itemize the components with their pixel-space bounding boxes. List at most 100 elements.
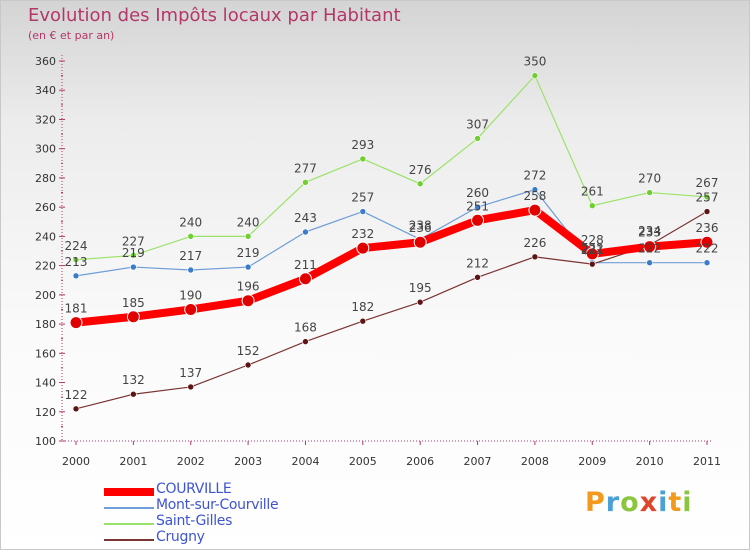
data-label: 350 [523, 55, 546, 69]
data-label: 190 [179, 288, 202, 302]
x-tick-label: 2002 [177, 455, 205, 468]
data-point [413, 235, 427, 249]
data-label: 236 [696, 221, 719, 235]
data-label: 240 [179, 215, 202, 229]
data-point [359, 155, 367, 163]
data-label: 168 [294, 321, 317, 335]
data-label: 226 [523, 236, 546, 250]
data-point [184, 302, 198, 316]
y-tick-label: 300 [35, 143, 56, 156]
data-label: 243 [294, 211, 317, 225]
logo-letter: o [620, 487, 640, 518]
data-point [471, 213, 485, 227]
data-point [531, 72, 539, 79]
data-label: 257 [351, 191, 374, 205]
data-point [585, 247, 599, 261]
y-tick-label: 340 [35, 84, 56, 97]
data-label: 236 [409, 221, 432, 235]
series-line [75, 189, 708, 277]
data-label: 195 [409, 281, 432, 295]
data-label: 222 [581, 242, 604, 256]
data-label: 211 [294, 258, 317, 272]
data-label: 258 [523, 189, 546, 203]
data-label: 219 [122, 246, 145, 260]
data-point [531, 253, 539, 261]
data-point [126, 310, 140, 324]
data-point [359, 208, 367, 215]
y-tick-label: 120 [35, 406, 56, 419]
y-tick-label: 140 [35, 377, 56, 390]
data-point [646, 189, 653, 196]
data-label: 257 [696, 191, 719, 205]
data-point [244, 233, 252, 240]
data-point [244, 263, 252, 271]
x-tick-label: 2004 [291, 455, 319, 468]
data-label: 276 [409, 163, 432, 177]
data-label: 228 [581, 233, 604, 247]
x-tick-label: 2008 [521, 455, 549, 468]
data-point [703, 259, 711, 266]
data-point [646, 259, 653, 266]
logo-letter: i [682, 487, 693, 518]
data-label: 227 [122, 234, 145, 248]
data-point [531, 186, 539, 193]
data-point [474, 274, 481, 281]
y-tick-label: 360 [35, 55, 56, 68]
x-tick-label: 2009 [578, 455, 606, 468]
data-point [72, 256, 80, 264]
data-label: 277 [294, 161, 317, 175]
data-label: 213 [65, 255, 88, 269]
legend-swatch [104, 539, 154, 541]
y-tick-label: 160 [35, 347, 56, 360]
data-label: 122 [65, 388, 88, 402]
data-point [302, 179, 309, 186]
legend-label: Mont-sur-Courville [156, 497, 279, 513]
chart-title: Evolution des Impôts locaux par Habitant [28, 5, 401, 26]
data-point [72, 272, 80, 280]
data-point [130, 390, 137, 398]
data-label: 132 [122, 373, 145, 387]
data-point [241, 294, 255, 308]
x-tick-label: 2003 [234, 455, 262, 468]
data-label: 272 [523, 169, 546, 183]
data-point [703, 208, 711, 215]
data-label: 240 [237, 215, 260, 229]
data-point [130, 252, 137, 259]
data-point [703, 193, 711, 201]
proxiti-logo[interactable]: Proxiti [585, 487, 693, 518]
data-label: 185 [122, 296, 145, 310]
data-point [416, 180, 424, 188]
data-label: 232 [351, 227, 374, 241]
data-label: 219 [237, 246, 260, 260]
data-label: 238 [409, 218, 432, 232]
x-tick-label: 2006 [406, 455, 434, 468]
data-label: 222 [638, 242, 661, 256]
data-point [187, 233, 195, 240]
data-label: 267 [696, 176, 719, 190]
data-point [700, 235, 714, 249]
data-label: 260 [466, 186, 489, 200]
legend-label: Crugny [156, 529, 205, 545]
data-point [588, 260, 596, 268]
data-label: 261 [581, 185, 604, 199]
data-label: 217 [179, 249, 202, 263]
legend-swatch [104, 507, 154, 509]
x-tick-label: 2001 [119, 455, 147, 468]
data-point [302, 228, 309, 236]
data-point [72, 405, 80, 413]
data-label: 181 [65, 302, 88, 316]
logo-letter: t [668, 487, 683, 518]
x-tick-label: 2005 [349, 455, 377, 468]
data-label: 234 [638, 224, 661, 238]
data-point [69, 316, 83, 330]
data-point [244, 361, 252, 369]
data-label: 212 [466, 256, 489, 270]
data-point [187, 266, 195, 274]
data-label: 221 [581, 243, 604, 257]
data-point [356, 241, 370, 255]
logo-letter: P [585, 487, 606, 518]
series-line [75, 75, 708, 261]
data-point [588, 202, 596, 209]
y-tick-label: 320 [35, 113, 56, 126]
